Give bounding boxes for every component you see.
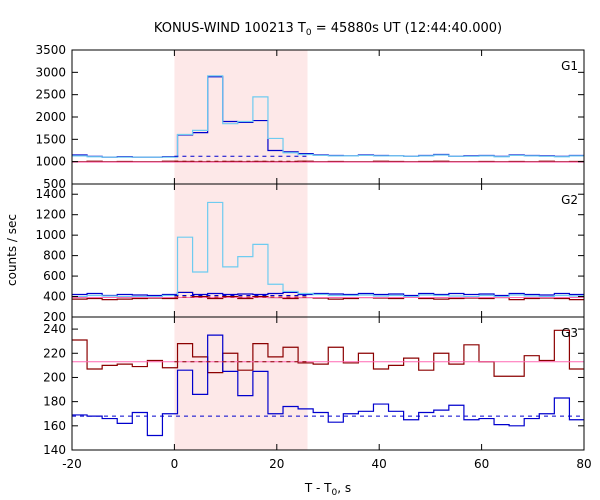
- series-g1-blue-step-1: [72, 76, 584, 158]
- y-tick-label: 200: [43, 370, 66, 384]
- panel-g1-series: [72, 75, 584, 163]
- series-g3-red-step-0: [72, 329, 584, 377]
- y-tick-label: 3000: [35, 65, 66, 79]
- x-tick-label: 40: [372, 457, 387, 471]
- x-tick-label: 20: [269, 457, 284, 471]
- panel-g1-frame: [71, 49, 585, 185]
- series-g2-cyan-step-2: [72, 201, 584, 298]
- panel-label-g2: G2: [561, 193, 578, 207]
- chart-title-rest: = 45880s UT (12:44:40.000): [312, 21, 502, 36]
- panel-label-g3: G3: [561, 326, 578, 340]
- y-tick-label: 3500: [35, 43, 66, 57]
- series-g1-cyan-step-2: [72, 75, 584, 158]
- y-tick-label: 1400: [35, 187, 66, 201]
- y-tick-label: 400: [43, 290, 66, 304]
- shaded-interval-rect: [174, 50, 308, 450]
- x-tick-label: 60: [474, 457, 489, 471]
- y-tick-label: 1200: [35, 208, 66, 222]
- panel-g3-frame: [71, 316, 585, 451]
- y-tick-label: 2000: [35, 110, 66, 124]
- y-tick-label: 600: [43, 269, 66, 283]
- data-series: [72, 75, 584, 437]
- y-tick-label: 500: [43, 177, 66, 191]
- y-tick-label: 240: [43, 322, 66, 336]
- chart-title: KONUS-WIND 100213 T0 = 45880s UT (12:44:…: [154, 21, 502, 38]
- x-axis-label-rest: , s: [337, 481, 351, 495]
- y-tick-label: 2500: [35, 88, 66, 102]
- panel-label-g1: G1: [561, 59, 578, 73]
- y-tick-label: 160: [43, 419, 66, 433]
- y-tick-label: 1000: [35, 155, 66, 169]
- y-tick-label: 200: [43, 310, 66, 324]
- series-g3-blue-step-1: [72, 334, 584, 437]
- x-tick-label: 0: [171, 457, 179, 471]
- chart-title-text: KONUS-WIND 100213 T: [154, 21, 306, 36]
- y-tick-label: 1000: [35, 228, 66, 242]
- x-tick-label: 80: [576, 457, 591, 471]
- y-tick-label: 180: [43, 395, 66, 409]
- y-tick-label: 140: [43, 443, 66, 457]
- x-tick-label: -20: [62, 457, 82, 471]
- y-tick-label: 1500: [35, 132, 66, 146]
- series-g2-red-step-0: [72, 291, 584, 301]
- panel-g3-series: [72, 329, 584, 437]
- x-axis-label-text: T - T: [304, 481, 332, 495]
- axes-frames: [71, 49, 585, 451]
- x-axis-label: T - T0, s: [304, 481, 351, 498]
- y-tick-label: 800: [43, 249, 66, 263]
- x-axis-label-sub: 0: [332, 488, 338, 498]
- y-tick-label: 220: [43, 346, 66, 360]
- y-axis-label: counts / sec: [5, 214, 19, 286]
- chart-title-sub: 0: [306, 28, 312, 38]
- panel-g2-series: [72, 201, 584, 301]
- shaded-interval: [174, 50, 308, 450]
- tick-labels: 500100015002000250030003500G120040060080…: [35, 43, 591, 471]
